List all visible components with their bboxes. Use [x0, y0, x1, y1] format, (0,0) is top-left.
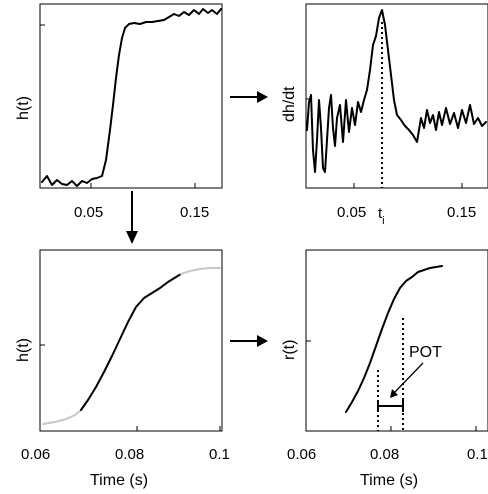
panel-b-curve [306, 9, 487, 173]
panel-a-xtick-label: 0.15 [180, 204, 209, 221]
panel-c-curve-grey-start [42, 409, 82, 425]
panel-c-curve-grey-end [180, 267, 221, 275]
panel-d-xlabel: Time (s) [360, 472, 418, 489]
panel-c-xlabel: Time (s) [90, 472, 148, 489]
panel-c-ylabel: h(t) [15, 338, 32, 362]
panel-d-pot-arrowhead [390, 389, 398, 398]
panel-d-xtick-label: 0.08 [370, 446, 399, 463]
panel-b-ti-label: ti [378, 205, 385, 227]
panel-a-ylabel: h(t) [15, 96, 32, 120]
panel-d-ylabel: r(t) [281, 340, 298, 360]
panel-d-pot-label: POT [409, 344, 442, 361]
arrow-right-top [230, 91, 268, 103]
panel-b-xtick-label: 0.15 [447, 204, 476, 221]
panel-d-pot-pointer [393, 362, 424, 394]
panel-a-curve [41, 8, 222, 187]
panel-d-xtick-label: 0.06 [287, 446, 316, 463]
panel-c-xtick-label: 0.1 [209, 446, 230, 463]
panel-c-xtick-label: 0.06 [21, 446, 50, 463]
panel-a-axes [39, 3, 223, 189]
panel-a-xtick-label: 0.05 [74, 204, 103, 221]
panel-d-curve [345, 265, 443, 413]
panel-b-ylabel: dh/dt [281, 86, 298, 122]
panel-b-axes [305, 3, 488, 189]
panel-c-axes [39, 249, 223, 432]
panel-d-axes [305, 249, 488, 432]
panel-d: 0.06 0.08 0.1 Time (s) r(t) POT [281, 249, 488, 489]
arrow-down-left [126, 191, 138, 244]
panel-b-ti-text: t [378, 205, 383, 222]
panel-c-curve [80, 273, 182, 411]
panel-b-xtick-label: 0.05 [337, 204, 366, 221]
arrow-right-bottom [230, 335, 268, 347]
panel-a: 0.05 0.15 h(t) [15, 3, 223, 221]
panel-c: 0.06 0.08 0.1 Time (s) h(t) [15, 249, 230, 489]
panel-d-xtick-label: 0.1 [467, 446, 488, 463]
panel-b-ti-subscript: i [382, 215, 384, 227]
panel-d-pot-bracket [377, 400, 404, 412]
panel-c-xtick-label: 0.08 [115, 446, 144, 463]
panel-b: 0.05 0.15 dh/dt ti [281, 3, 488, 227]
